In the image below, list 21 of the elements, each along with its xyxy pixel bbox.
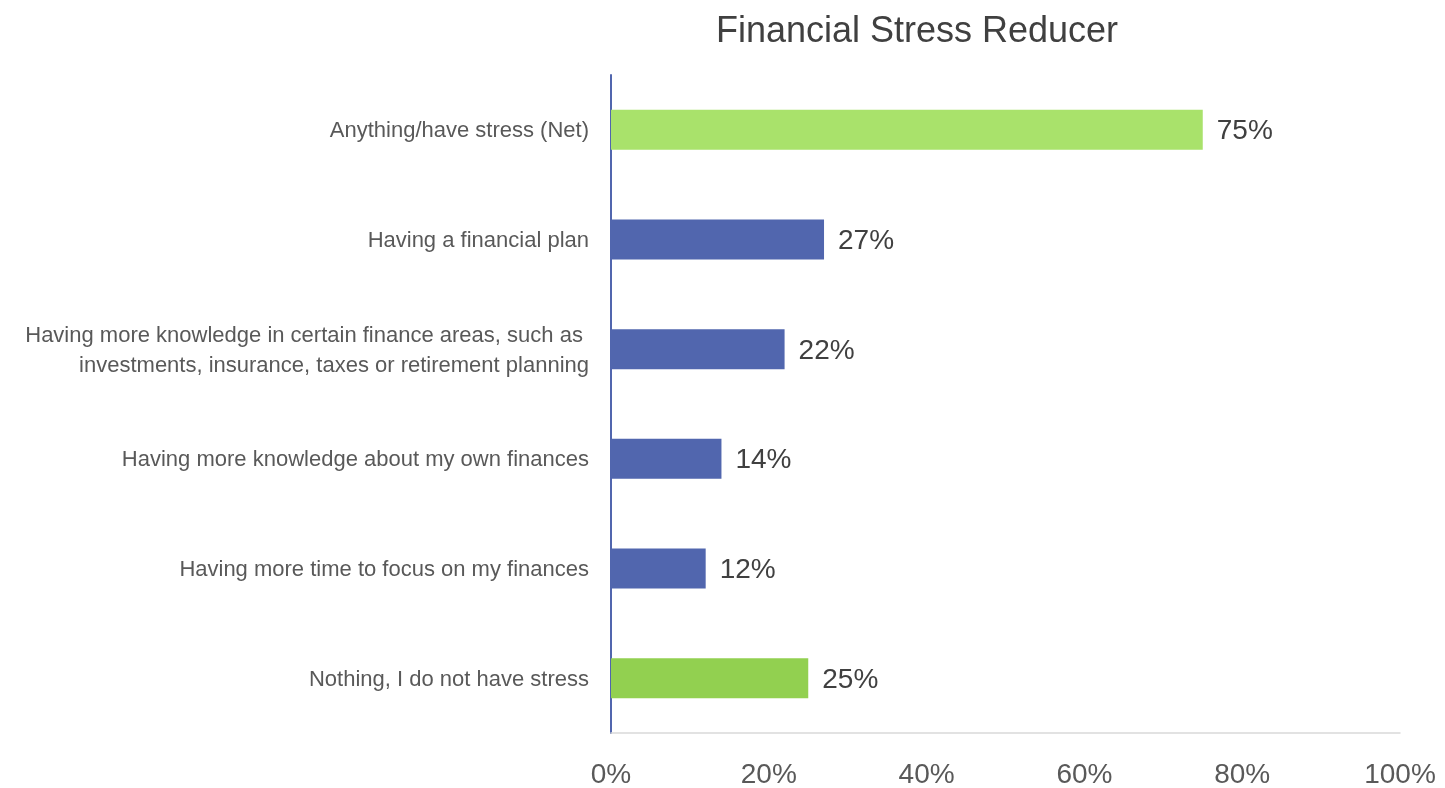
data-label: 25%: [822, 662, 879, 694]
x-tick-label: 60%: [1056, 757, 1113, 788]
x-tick-label: 0%: [590, 757, 632, 788]
data-label: 14%: [735, 443, 792, 475]
chart-title: Financial Stress Reducer: [715, 8, 1119, 50]
y-tick-label: Having a financial plan: [367, 227, 589, 252]
y-tick-label: Anything/have stress (Net): [329, 117, 589, 143]
x-tick-label: 20%: [740, 757, 797, 788]
y-tick-label: Having more time to focus on my finances: [179, 556, 589, 581]
data-label: 12%: [719, 553, 776, 584]
data-label: 75%: [1216, 114, 1273, 146]
x-tick-label: 80%: [1214, 757, 1271, 788]
bar: [611, 109, 1203, 150]
y-tick-label: Having more knowledge in certain finance areas, such as investments, insurance, taxes or retirement planning: [25, 321, 589, 377]
y-tick-label: Nothing, I do not have stress: [308, 665, 589, 691]
data-label: 22%: [798, 333, 855, 365]
data-label: 27%: [838, 224, 895, 255]
y-tick-label: Having more knowledge about my own finances: [121, 446, 589, 472]
x-tick-label: 100%: [1364, 757, 1436, 788]
bar: [611, 658, 809, 699]
x-tick-label: 40%: [898, 757, 955, 788]
